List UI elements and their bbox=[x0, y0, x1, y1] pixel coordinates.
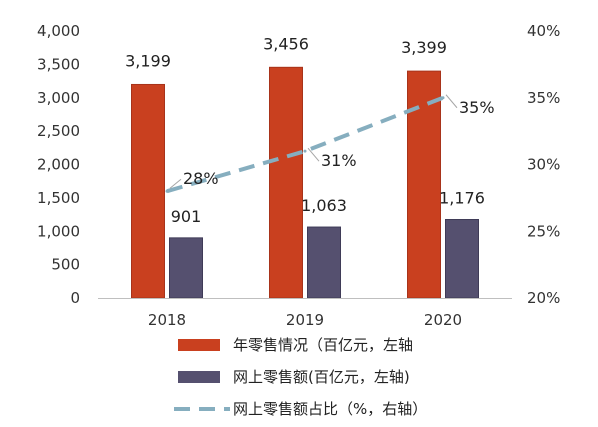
legend-label: 网上零售额(百亿元，左轴) bbox=[233, 368, 410, 386]
label-leader-line bbox=[307, 147, 320, 162]
bar-series bbox=[131, 66, 479, 299]
bar-online-retail bbox=[169, 237, 203, 299]
line-point bbox=[303, 149, 307, 153]
left-tick-label: 2,000 bbox=[37, 156, 80, 174]
data-labels: 3,199 3,456 3,399 901 1,063 1,176 28% 31% 35% bbox=[125, 34, 494, 226]
x-category-label: 2018 bbox=[148, 311, 186, 329]
left-tick-label: 2,500 bbox=[37, 122, 80, 140]
bar-data-label: 1,063 bbox=[301, 196, 347, 215]
right-tick-label: 30% bbox=[527, 156, 560, 174]
left-tick-label: 1,500 bbox=[37, 189, 80, 207]
left-y-axis: 0 500 1,000 1,500 2,000 2,500 3,000 3,500 4,000 bbox=[37, 22, 80, 307]
left-tick-label: 3,500 bbox=[37, 55, 80, 73]
line-point bbox=[165, 189, 169, 193]
legend-swatch bbox=[178, 339, 220, 351]
x-axis: 2018 2019 2020 bbox=[148, 311, 462, 329]
legend-label: 年零售情况（百亿元，左轴 bbox=[233, 336, 413, 354]
right-tick-label: 20% bbox=[527, 289, 560, 307]
line-point bbox=[441, 96, 445, 100]
right-tick-label: 25% bbox=[527, 222, 560, 240]
left-tick-label: 0 bbox=[70, 289, 80, 307]
bar-data-label: 901 bbox=[171, 207, 202, 226]
bar-annual-retail bbox=[269, 66, 303, 299]
x-category-label: 2019 bbox=[286, 311, 324, 329]
bar-data-label: 1,176 bbox=[439, 189, 485, 208]
bar-annual-retail bbox=[131, 83, 165, 299]
bar-online-retail bbox=[445, 219, 479, 299]
legend-swatch bbox=[178, 371, 220, 383]
left-tick-label: 500 bbox=[51, 256, 80, 274]
right-tick-label: 35% bbox=[527, 89, 560, 107]
bar-annual-retail bbox=[407, 70, 441, 299]
line-data-label: 35% bbox=[459, 98, 495, 117]
bar-data-label: 3,456 bbox=[263, 34, 309, 53]
left-tick-label: 3,000 bbox=[37, 89, 80, 107]
left-tick-label: 4,000 bbox=[37, 22, 80, 40]
left-tick-label: 1,000 bbox=[37, 222, 80, 240]
bar-data-label: 3,399 bbox=[401, 38, 447, 57]
label-leader-line bbox=[169, 178, 182, 189]
line-series bbox=[165, 95, 445, 194]
label-leader-line bbox=[445, 94, 458, 109]
line-data-label: 31% bbox=[321, 151, 357, 170]
bar-data-label: 3,199 bbox=[125, 51, 171, 70]
line-data-label: 28% bbox=[183, 169, 219, 188]
bar-online-retail bbox=[307, 226, 341, 299]
x-category-label: 2020 bbox=[424, 311, 462, 329]
right-y-axis: 20% 25% 30% 35% 40% bbox=[527, 22, 560, 307]
right-tick-label: 40% bbox=[527, 22, 560, 40]
legend-label: 网上零售额占比（%，右轴） bbox=[233, 400, 427, 418]
